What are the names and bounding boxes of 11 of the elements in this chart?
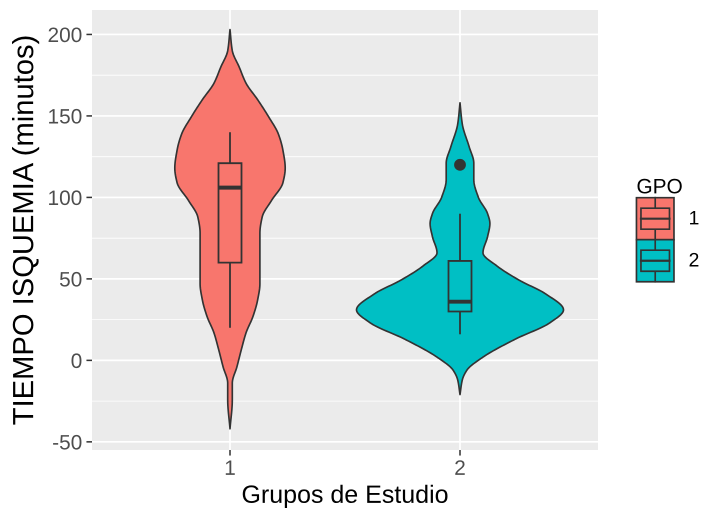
y-tick-label: 200: [48, 27, 82, 42]
y-tick-label: -50: [53, 434, 82, 450]
y-tick-label: 100: [49, 190, 82, 206]
x-axis-title: Grupos de Estudio: [242, 484, 448, 508]
y-tick-label: 50: [60, 272, 82, 287]
y-tick-label: 150: [49, 108, 82, 124]
legend-label: 2: [690, 252, 698, 266]
y-tick-label: 0: [72, 353, 82, 368]
y-axis-title: TIEMPO ISQUEMIA (minutos): [12, 36, 40, 425]
legend-label: 1: [690, 211, 698, 224]
legend-title: GPO: [638, 178, 682, 194]
